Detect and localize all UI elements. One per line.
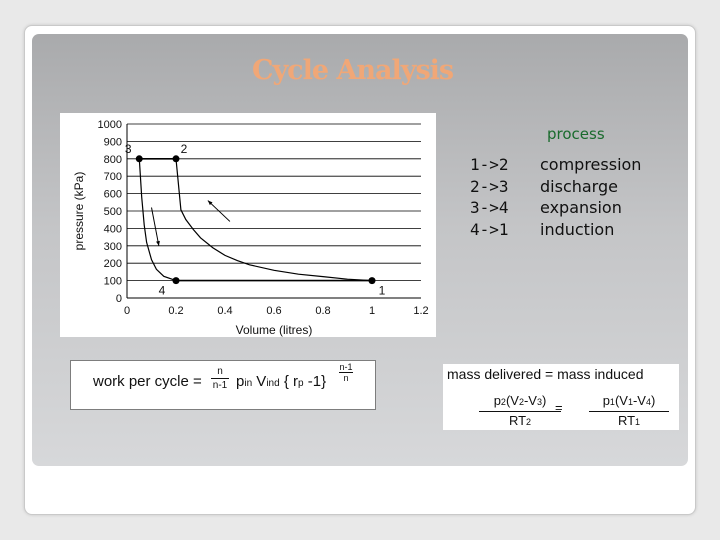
state-label-4: 4 <box>159 284 166 298</box>
mass-balance-formula: mass delivered = mass induced p2(V2-V3) … <box>443 364 679 430</box>
sub: 1 <box>627 397 633 407</box>
state-label-3: 3 <box>125 142 132 156</box>
sym: RT <box>617 413 636 428</box>
process-name: expansion <box>540 198 622 217</box>
x-tick-label: 1 <box>369 305 375 317</box>
r-sub: p <box>298 378 304 389</box>
exp-den: n <box>339 372 353 383</box>
process-table: 1->2 compression 2->3 discharge 3->4 exp… <box>470 154 641 240</box>
delivered-numerator: p2(V2-V3) <box>479 392 561 411</box>
delivered-denominator: RT2 <box>479 411 561 431</box>
process-row: 2->3 discharge <box>470 176 641 198</box>
pv-diagram-svg: 0 100 200 300 400 500 600 700 800 900 1000 0 0.2 0.4 0… <box>72 119 429 337</box>
y-tick-label: 200 <box>104 258 122 270</box>
slide-title: Cycle Analysis <box>252 55 454 86</box>
sub: 2 <box>526 417 532 427</box>
sym: -V <box>523 393 537 408</box>
p-symbol: p <box>236 373 245 390</box>
state-point-3 <box>135 155 143 163</box>
compression-curve <box>175 158 373 282</box>
x-tick-label: 1.2 <box>413 305 428 317</box>
y-tick-label: 100 <box>104 276 122 288</box>
compression-arrow <box>207 200 231 222</box>
sym: (V <box>505 393 519 408</box>
y-tick-label: 900 <box>104 136 122 148</box>
brace-tail: -1} <box>303 373 327 390</box>
y-tick-label: 1000 <box>98 119 122 131</box>
delivered-fraction: p2(V2-V3) RT2 <box>479 392 561 431</box>
induced-denominator: RT1 <box>589 411 669 431</box>
sub: 2 <box>500 397 506 407</box>
state-label-1: 1 <box>379 284 386 298</box>
sym: p <box>602 393 610 408</box>
process-header: process <box>547 125 605 143</box>
process-name: compression <box>540 155 642 174</box>
mass-header: mass delivered = mass induced <box>447 366 644 382</box>
compression-arrow-head <box>207 200 213 206</box>
x-tick-label: 0.8 <box>315 305 330 317</box>
state-point-1 <box>368 277 376 285</box>
frac-den: n-1 <box>211 378 229 391</box>
sub: 4 <box>645 397 651 407</box>
process-row: 4->1 induction <box>470 219 641 241</box>
y-tick-label: 700 <box>104 171 122 183</box>
process-row: 3->4 expansion <box>470 197 641 219</box>
expansion-curve <box>138 158 177 282</box>
process-name: induction <box>540 219 615 239</box>
x-tick-label: 0 <box>124 305 130 317</box>
p-sub: in <box>244 378 253 389</box>
y-tick-label: 400 <box>104 223 122 235</box>
state-point-2 <box>172 155 180 163</box>
sub: 2 <box>518 397 524 407</box>
sub: 1 <box>609 397 615 407</box>
induced-numerator: p1(V1-V4) <box>589 392 669 411</box>
sub: 3 <box>536 397 542 407</box>
y-axis-label: pressure (kPa) <box>72 172 86 251</box>
process-name: discharge <box>540 176 618 196</box>
sym: ) <box>541 393 547 408</box>
n-fraction: n n-1 <box>211 365 229 392</box>
x-tick-label: 0.6 <box>266 305 281 317</box>
work-expression: pin Vind { rp -1} <box>236 373 326 390</box>
v-sub: ind <box>266 378 280 389</box>
process-step: 3->4 <box>470 198 509 217</box>
exp-num: n-1 <box>339 362 353 372</box>
pv-diagram: 0 100 200 300 400 500 600 700 800 900 1000 0 0.2 0.4 0… <box>60 113 436 337</box>
sub: 1 <box>635 417 641 427</box>
sym: RT <box>508 413 527 428</box>
work-per-cycle-formula: work per cycle = n n-1 pin Vind { rp -1}… <box>70 360 376 410</box>
v-symbol: V <box>252 373 267 390</box>
brace-r: { r <box>279 373 299 390</box>
sym: ) <box>650 393 656 408</box>
equals-sign: = <box>555 400 563 415</box>
y-tick-label: 0 <box>116 293 122 305</box>
process-step: 2->3 <box>470 176 509 196</box>
expansion-arrow-head <box>156 240 160 246</box>
sym: -V <box>632 393 646 408</box>
induced-fraction: p1(V1-V4) RT1 <box>589 392 669 431</box>
x-tick-label: 0.4 <box>217 305 232 317</box>
frac-num: n <box>217 366 223 377</box>
y-tick-label: 600 <box>104 189 122 201</box>
x-tick-label: 0.2 <box>168 305 183 317</box>
y-tick-label: 500 <box>104 206 122 218</box>
sym: (V <box>614 393 628 408</box>
y-tick-label: 800 <box>104 154 122 166</box>
process-step: 1->2 <box>470 155 509 174</box>
work-label: work per cycle = <box>93 373 202 390</box>
sym: p <box>493 393 501 408</box>
expansion-arrow <box>151 207 160 246</box>
exponent-fraction: n-1 n <box>339 362 353 383</box>
state-point-4 <box>172 277 180 285</box>
x-axis-label: Volume (litres) <box>236 323 313 337</box>
process-row: 1->2 compression <box>470 154 641 176</box>
process-step: 4->1 <box>470 219 509 239</box>
state-label-2: 2 <box>181 142 188 156</box>
y-tick-label: 300 <box>104 241 122 253</box>
